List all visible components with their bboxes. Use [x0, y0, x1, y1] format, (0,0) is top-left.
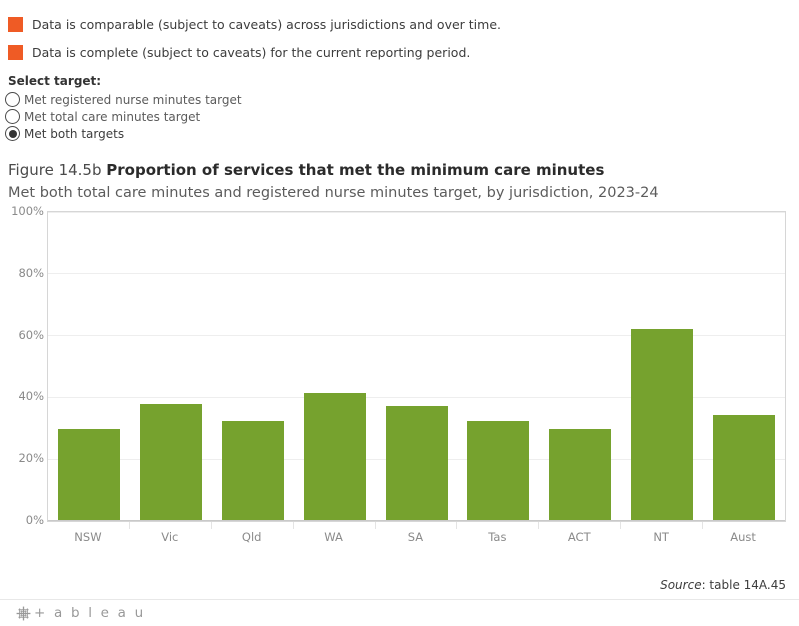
figure-subtitle: Met both total care minutes and register… [8, 185, 659, 201]
figure-heading: Figure 14.5b Proportion of services that… [0, 142, 799, 203]
x-axis-tick-separator [456, 522, 458, 529]
radio-option-registered-nurse-minutes[interactable]: Met registered nurse minutes target [5, 91, 799, 108]
radio-option-label: Met both targets [24, 126, 125, 141]
x-axis-tick-separator [128, 522, 130, 529]
orange-square-icon [8, 16, 23, 32]
x-axis-tick-separator [292, 522, 294, 529]
radio-option-label: Met total care minutes target [24, 109, 201, 124]
x-axis-tick-separator [538, 522, 540, 529]
x-axis-tick-separator [702, 522, 704, 529]
x-axis-tick-label: Vic [161, 530, 179, 544]
radio-option-both-targets[interactable]: Met both targets [5, 125, 799, 142]
gridline [48, 335, 785, 337]
figure-number: Figure 14.5b [8, 161, 102, 179]
page-title: Proportion of services that met the mini… [106, 161, 605, 179]
x-axis-line [48, 520, 785, 521]
bar-nt[interactable] [631, 329, 694, 520]
bar-aust[interactable] [713, 414, 776, 520]
x-axis-tick-label: NSW [74, 530, 102, 544]
x-axis-tick-separator [210, 522, 212, 529]
y-axis-tick-label: 40% [18, 389, 44, 404]
source-note: Source: table 14A.45 [660, 578, 786, 592]
caveat-item: Data is complete (subject to caveats) fo… [8, 38, 799, 66]
bar-qld[interactable] [221, 420, 284, 520]
bar-wa[interactable] [303, 392, 366, 520]
selector-title: Select target: [8, 74, 102, 88]
y-axis-tick-label: 60% [18, 327, 44, 342]
x-axis-tick-label: Qld [241, 530, 262, 544]
bar-act[interactable] [549, 429, 612, 520]
tableau-footer: + a b l e a u [0, 599, 799, 626]
source-value: : table 14A.45 [701, 578, 786, 592]
x-axis-tick-label: Aust [730, 530, 756, 544]
y-axis-tick-label: 0% [25, 513, 44, 527]
caveat-legend: Data is comparable (subject to caveats) … [0, 0, 799, 66]
plot-area [47, 211, 786, 522]
chart-container: 0% 20% 40% 60% 80% 100% NSW Vic Qld WA SA Tas ACT NT A… [0, 204, 799, 551]
x-axis-tick-separator [374, 522, 376, 529]
radio-option-label: Met registered nurse minutes target [24, 92, 242, 107]
bar-nsw[interactable] [57, 429, 120, 520]
x-axis-tick-separator [620, 522, 622, 529]
source-label: Source [660, 578, 702, 592]
radio-circle-icon[interactable] [5, 92, 20, 107]
x-axis-tick-label: WA [324, 530, 343, 544]
caveat-text: Data is complete (subject to caveats) fo… [32, 44, 471, 60]
tableau-logo[interactable]: + a b l e a u [16, 605, 145, 621]
gridline [48, 273, 785, 275]
radio-circle-selected-icon[interactable] [5, 126, 20, 141]
orange-square-icon [8, 44, 23, 60]
tableau-flower-icon [16, 606, 31, 621]
x-axis-tick-label: ACT [567, 530, 591, 544]
tableau-wordmark: + a b l e a u [34, 605, 146, 621]
y-axis-tick-label: 80% [18, 265, 44, 280]
gridline [48, 396, 785, 398]
figure-title-line: Figure 14.5b Proportion of services that… [8, 160, 799, 180]
bar-tas[interactable] [467, 420, 530, 520]
bar-vic[interactable] [139, 404, 202, 520]
caveat-item: Data is comparable (subject to caveats) … [8, 10, 799, 38]
radio-circle-icon[interactable] [5, 109, 20, 124]
x-axis-tick-label: NT [653, 530, 669, 544]
bar-sa[interactable] [385, 405, 448, 520]
target-selector: Select target: Met registered nurse minu… [0, 66, 799, 142]
y-axis-tick-label: 100% [11, 204, 44, 218]
y-axis-tick-label: 20% [18, 451, 44, 466]
radio-option-total-care-minutes[interactable]: Met total care minutes target [5, 108, 799, 125]
x-axis-tick-label: Tas [488, 530, 507, 544]
caveat-text: Data is comparable (subject to caveats) … [32, 16, 501, 32]
gridline [48, 211, 785, 213]
x-axis-tick-label: SA [407, 530, 424, 544]
